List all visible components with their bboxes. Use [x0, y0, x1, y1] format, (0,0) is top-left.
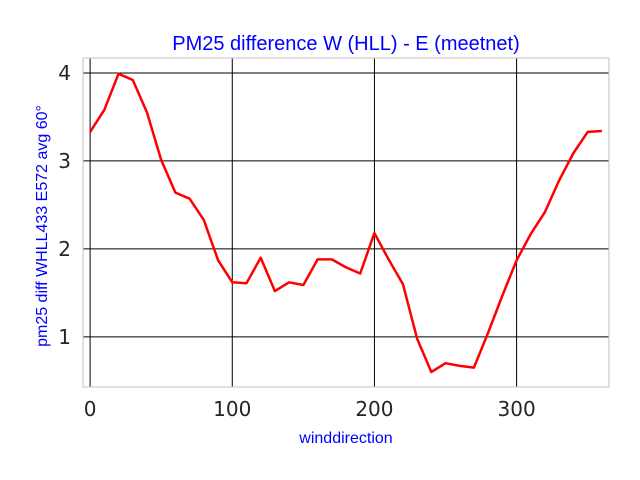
chart-title: PM25 difference W (HLL) - E (meetnet)	[172, 33, 520, 55]
y-tick-label: 4	[58, 61, 71, 85]
series-line	[89, 72, 602, 374]
y-tick-label: 2	[58, 237, 71, 261]
y-tick-label: 3	[58, 149, 71, 173]
x-tick-label: 200	[355, 397, 393, 421]
y-axis-label: pm25 diff WHLL433 E572 avg 60°	[34, 105, 51, 347]
x-tick-label: 0	[84, 397, 97, 421]
x-tick-label: 100	[213, 397, 251, 421]
series-layer	[89, 72, 602, 374]
tick-labels: 0 100 200 300 1 2 3 4	[58, 61, 535, 421]
plot-frame	[82, 57, 610, 388]
y-tick-label: 1	[58, 325, 71, 349]
x-axis-label: winddirection	[298, 430, 392, 447]
x-tick-label: 300	[498, 397, 536, 421]
